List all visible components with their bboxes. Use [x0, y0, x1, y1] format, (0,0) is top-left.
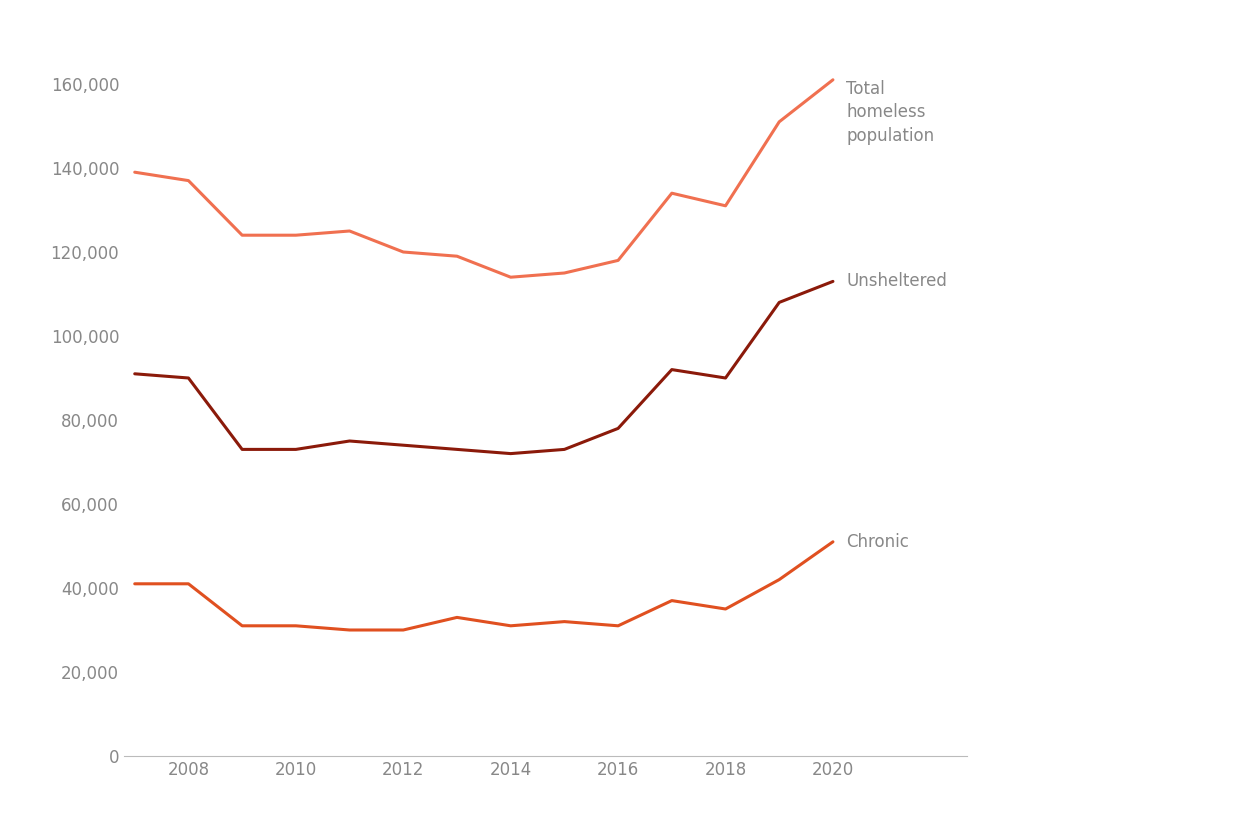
Text: Unsheltered: Unsheltered — [847, 272, 947, 291]
Text: Total
homeless
population: Total homeless population — [847, 80, 935, 145]
Text: Chronic: Chronic — [847, 533, 909, 551]
